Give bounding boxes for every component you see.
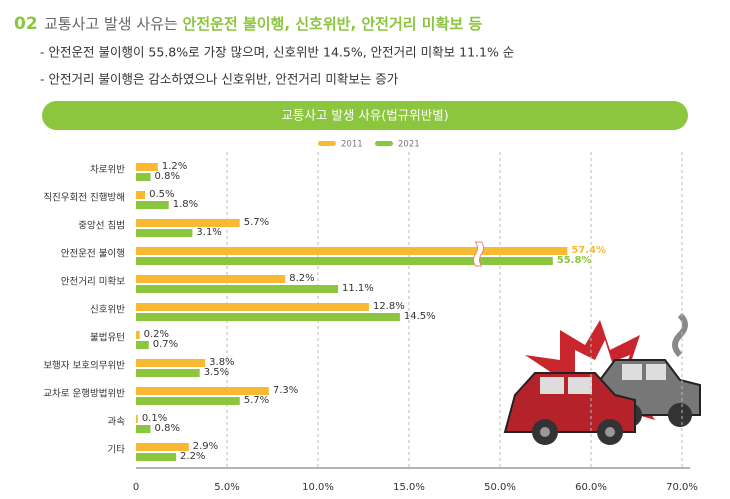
value-label: 7.3% [273,385,298,396]
category-label: 불법유턴 [90,333,125,344]
headline-highlight: 안전운전 불이행, 신호위반, 안전거리 미확보 등 [183,15,483,33]
x-tick-label: 15.0% [393,482,425,493]
bar [136,359,206,367]
x-tick-label: 70.0% [666,482,698,493]
category-label: 안전운전 불이행 [61,248,125,260]
bullet: - 안전운전 불이행이 55.8%로 가장 많으며, 신호위반 14.5%, 안… [40,45,514,60]
bar [136,247,568,255]
bar [136,331,140,339]
category-label: 안전거리 미확보 [61,276,125,288]
bar [136,387,269,395]
value-label: 1.8% [173,199,198,210]
value-label: 0.5% [149,189,174,200]
value-label: 0.8% [155,171,180,182]
bar [136,285,339,293]
x-tick-label: 5.0% [214,482,239,493]
x-tick-label: 60.0% [575,482,607,493]
value-label: 0.7% [153,339,178,350]
bar [136,443,189,451]
category-label: 신호위반 [90,304,125,316]
bar [136,303,369,311]
value-label: 11.1% [342,283,374,294]
section-number: 02 [14,14,38,34]
axis-break [473,241,484,267]
x-tick-label: 0 [133,482,139,493]
legend-swatch [375,141,393,146]
value-label: 14.5% [404,311,436,322]
chart-title: 교통사고 발생 사유(법규위반별) [281,108,448,123]
value-label: 55.8% [557,255,592,266]
value-label: 57.4% [571,245,606,256]
value-label: 8.2% [289,273,314,284]
legend-swatch [318,141,336,146]
headline-prefix: 교통사고 발생 사유는 [44,15,183,33]
bar [136,229,193,237]
value-label: 3.8% [209,357,234,368]
bar [136,453,177,461]
category-label: 차로위반 [90,164,125,176]
bar [136,397,240,405]
category-label: 보행자 보호의무위반 [43,360,125,372]
value-label: 3.1% [196,227,221,238]
value-label: 3.5% [204,367,229,378]
bar [136,415,138,423]
x-tick-label: 10.0% [302,482,334,493]
value-label: 0.1% [142,413,167,424]
illustration [503,312,701,445]
value-label: 2.9% [193,441,218,452]
legend-label: 2011 [341,140,363,150]
bar [136,313,400,321]
bar [136,191,146,199]
bar [136,275,286,283]
category-label: 직진우회전 진행방해 [43,192,125,204]
value-label: 0.2% [144,329,169,340]
headline: 교통사고 발생 사유는 안전운전 불이행, 신호위반, 안전거리 미확보 등 [44,15,482,33]
x-tick-label: 50.0% [484,482,516,493]
bar [136,219,240,227]
title-pill [42,101,688,130]
category-label: 중앙선 침범 [78,220,125,232]
category-label: 기타 [108,445,126,456]
bar [136,201,169,209]
bar [136,257,553,265]
category-label: 교차로 운행방법위반 [43,388,125,400]
bar [136,163,158,171]
category-label: 과속 [108,417,126,428]
bar [136,369,200,377]
value-label: 5.7% [244,395,269,406]
value-label: 1.2% [162,161,187,172]
value-label: 0.8% [155,423,180,434]
value-label: 5.7% [244,217,269,228]
legend-label: 2021 [398,140,420,150]
bar [136,173,151,181]
value-label: 2.2% [180,451,205,462]
value-label: 12.8% [373,301,405,312]
bullet: - 안전거리 불이행은 감소하였으나 신호위반, 안전거리 미확보는 증가 [40,72,399,87]
bar [136,425,151,433]
bar [136,341,149,349]
